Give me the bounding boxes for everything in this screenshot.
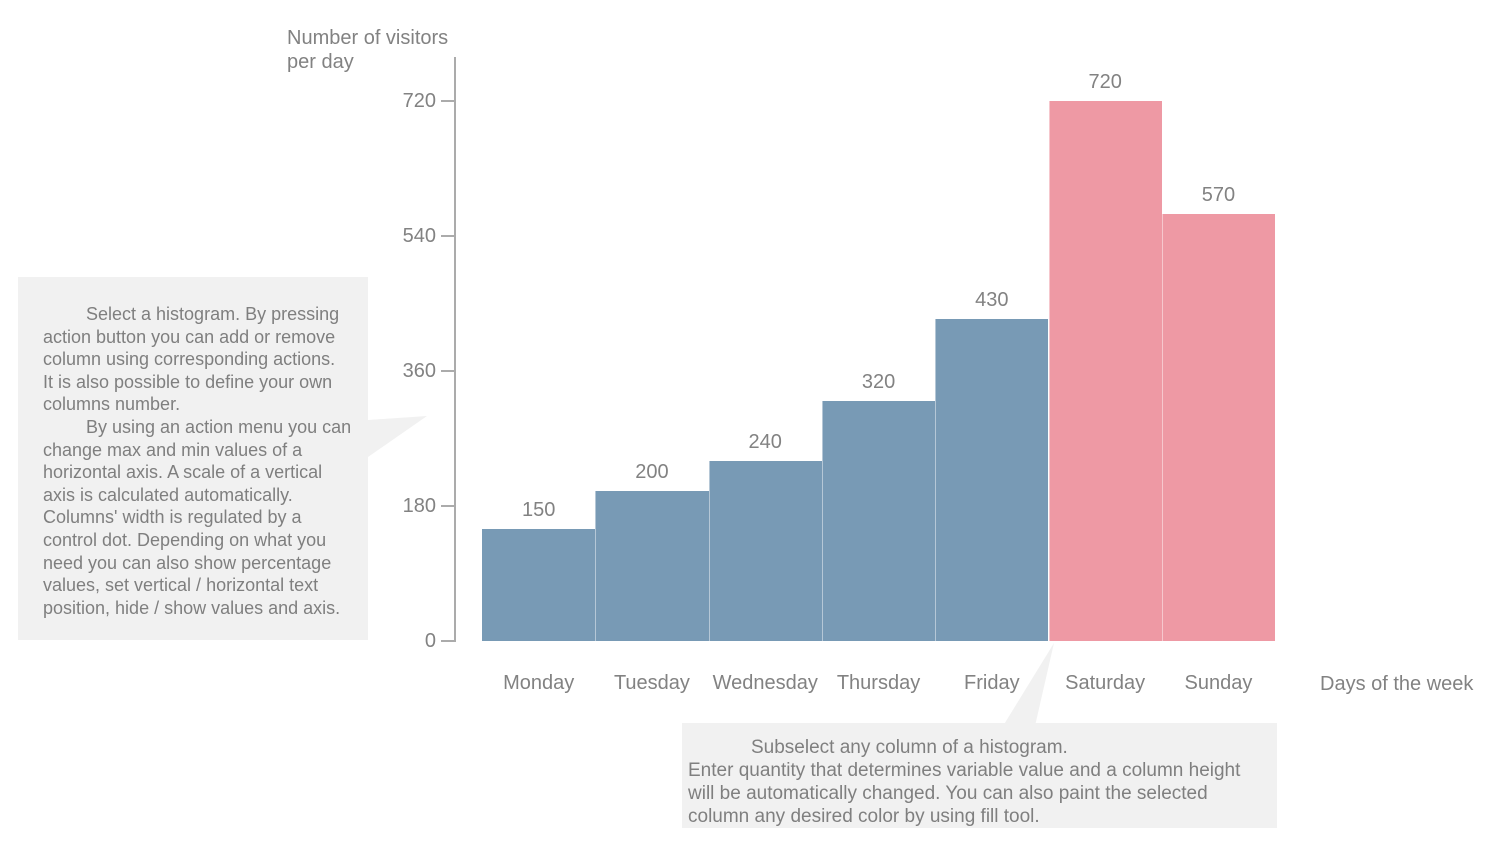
left-note-line-8: horizontal axis. A scale of a vertical: [43, 462, 323, 483]
bar-saturday[interactable]: [1048, 101, 1162, 641]
bar-thursday[interactable]: [821, 401, 936, 641]
y-tick-label-360: 360: [402, 360, 436, 382]
left-note-line-1: Select a histogram. By pressing: [86, 304, 340, 324]
left-note-line-4: It is also possible to define your own: [43, 371, 333, 392]
x-label-thursday: Thursday: [836, 672, 921, 694]
bar-friday[interactable]: [935, 318, 1049, 641]
value-label-wednesday: 240: [748, 431, 782, 453]
bottom-note-line-1: Subselect any column of a histogram.: [751, 737, 1068, 758]
bar-tuesday[interactable]: [595, 491, 709, 641]
y-axis-title: Number of visitors per day: [287, 26, 448, 74]
y-tick-mark-720: [441, 100, 455, 102]
left-note-line-2: action button you can add or remove: [43, 326, 336, 347]
left-note-line-13: values, set vertical / horizontal text: [43, 575, 319, 596]
left-note-line-11: control dot. Depending on what you: [43, 529, 327, 550]
x-label-monday: Monday: [503, 672, 575, 694]
y-tick-label-0: 0: [424, 630, 436, 652]
value-label-thursday: 320: [861, 371, 896, 393]
y-tick-mark-180: [441, 505, 455, 507]
bottom-note-line-2: Enter quantity that determines variable …: [688, 760, 1241, 781]
bottom-callout-pointer: [1003, 643, 1054, 726]
bottom-note-line-4: column any desired color by using fill t…: [688, 806, 1040, 827]
bottom-note-line-3: will be automatically changed. You can a…: [688, 783, 1208, 804]
bar-sunday[interactable]: [1161, 213, 1276, 641]
bottom-callout-note: Subselect any column of a histogram. Ente…: [682, 723, 1277, 828]
value-label-friday: 430: [975, 288, 1009, 311]
value-label-saturday: 720: [1088, 71, 1122, 93]
y-tick-label-180: 180: [402, 495, 436, 517]
y-tick-mark-0: [441, 640, 455, 642]
left-note-line-7: change max and min values of a: [43, 439, 303, 460]
y-axis-line: [454, 57, 456, 642]
left-note-line-9: axis is calculated automatically.: [43, 484, 293, 505]
y-tick-mark-360: [441, 370, 455, 372]
x-label-tuesday: Tuesday: [613, 672, 690, 694]
left-callout-note: Select a histogram. By pressing action bu…: [18, 277, 368, 640]
value-label-monday: 150: [521, 498, 556, 521]
y-tick-mark-540: [441, 235, 455, 237]
value-label-tuesday: 200: [635, 461, 669, 483]
bar-monday[interactable]: [482, 528, 596, 641]
left-note-line-6: By using an action menu you can: [86, 416, 352, 437]
y-axis-title-line2: per day: [287, 51, 354, 73]
left-callout-pointer: [368, 416, 427, 457]
y-tick-label-720: 720: [402, 90, 436, 112]
x-label-saturday: Saturday: [1065, 672, 1146, 694]
y-tick-label-540: 540: [402, 225, 436, 247]
x-label-sunday: Sunday: [1184, 672, 1253, 694]
left-note-line-3: column using corresponding actions.: [43, 349, 336, 370]
left-note-line-10: Columns' width is regulated by a: [43, 507, 302, 528]
left-note-line-5: columns number.: [43, 394, 181, 415]
x-label-friday: Friday: [964, 672, 1020, 694]
x-axis-title: Days of the week: [1320, 673, 1474, 695]
left-note-line-14: position, hide / show values and axis.: [43, 597, 341, 618]
x-label-wednesday: Wednesday: [712, 672, 818, 694]
bar-wednesday[interactable]: [708, 461, 822, 641]
left-note-line-12: need you can also show percentage: [43, 552, 332, 573]
value-label-sunday: 570: [1201, 183, 1236, 206]
y-axis-title-line1: Number of visitors: [287, 27, 449, 49]
